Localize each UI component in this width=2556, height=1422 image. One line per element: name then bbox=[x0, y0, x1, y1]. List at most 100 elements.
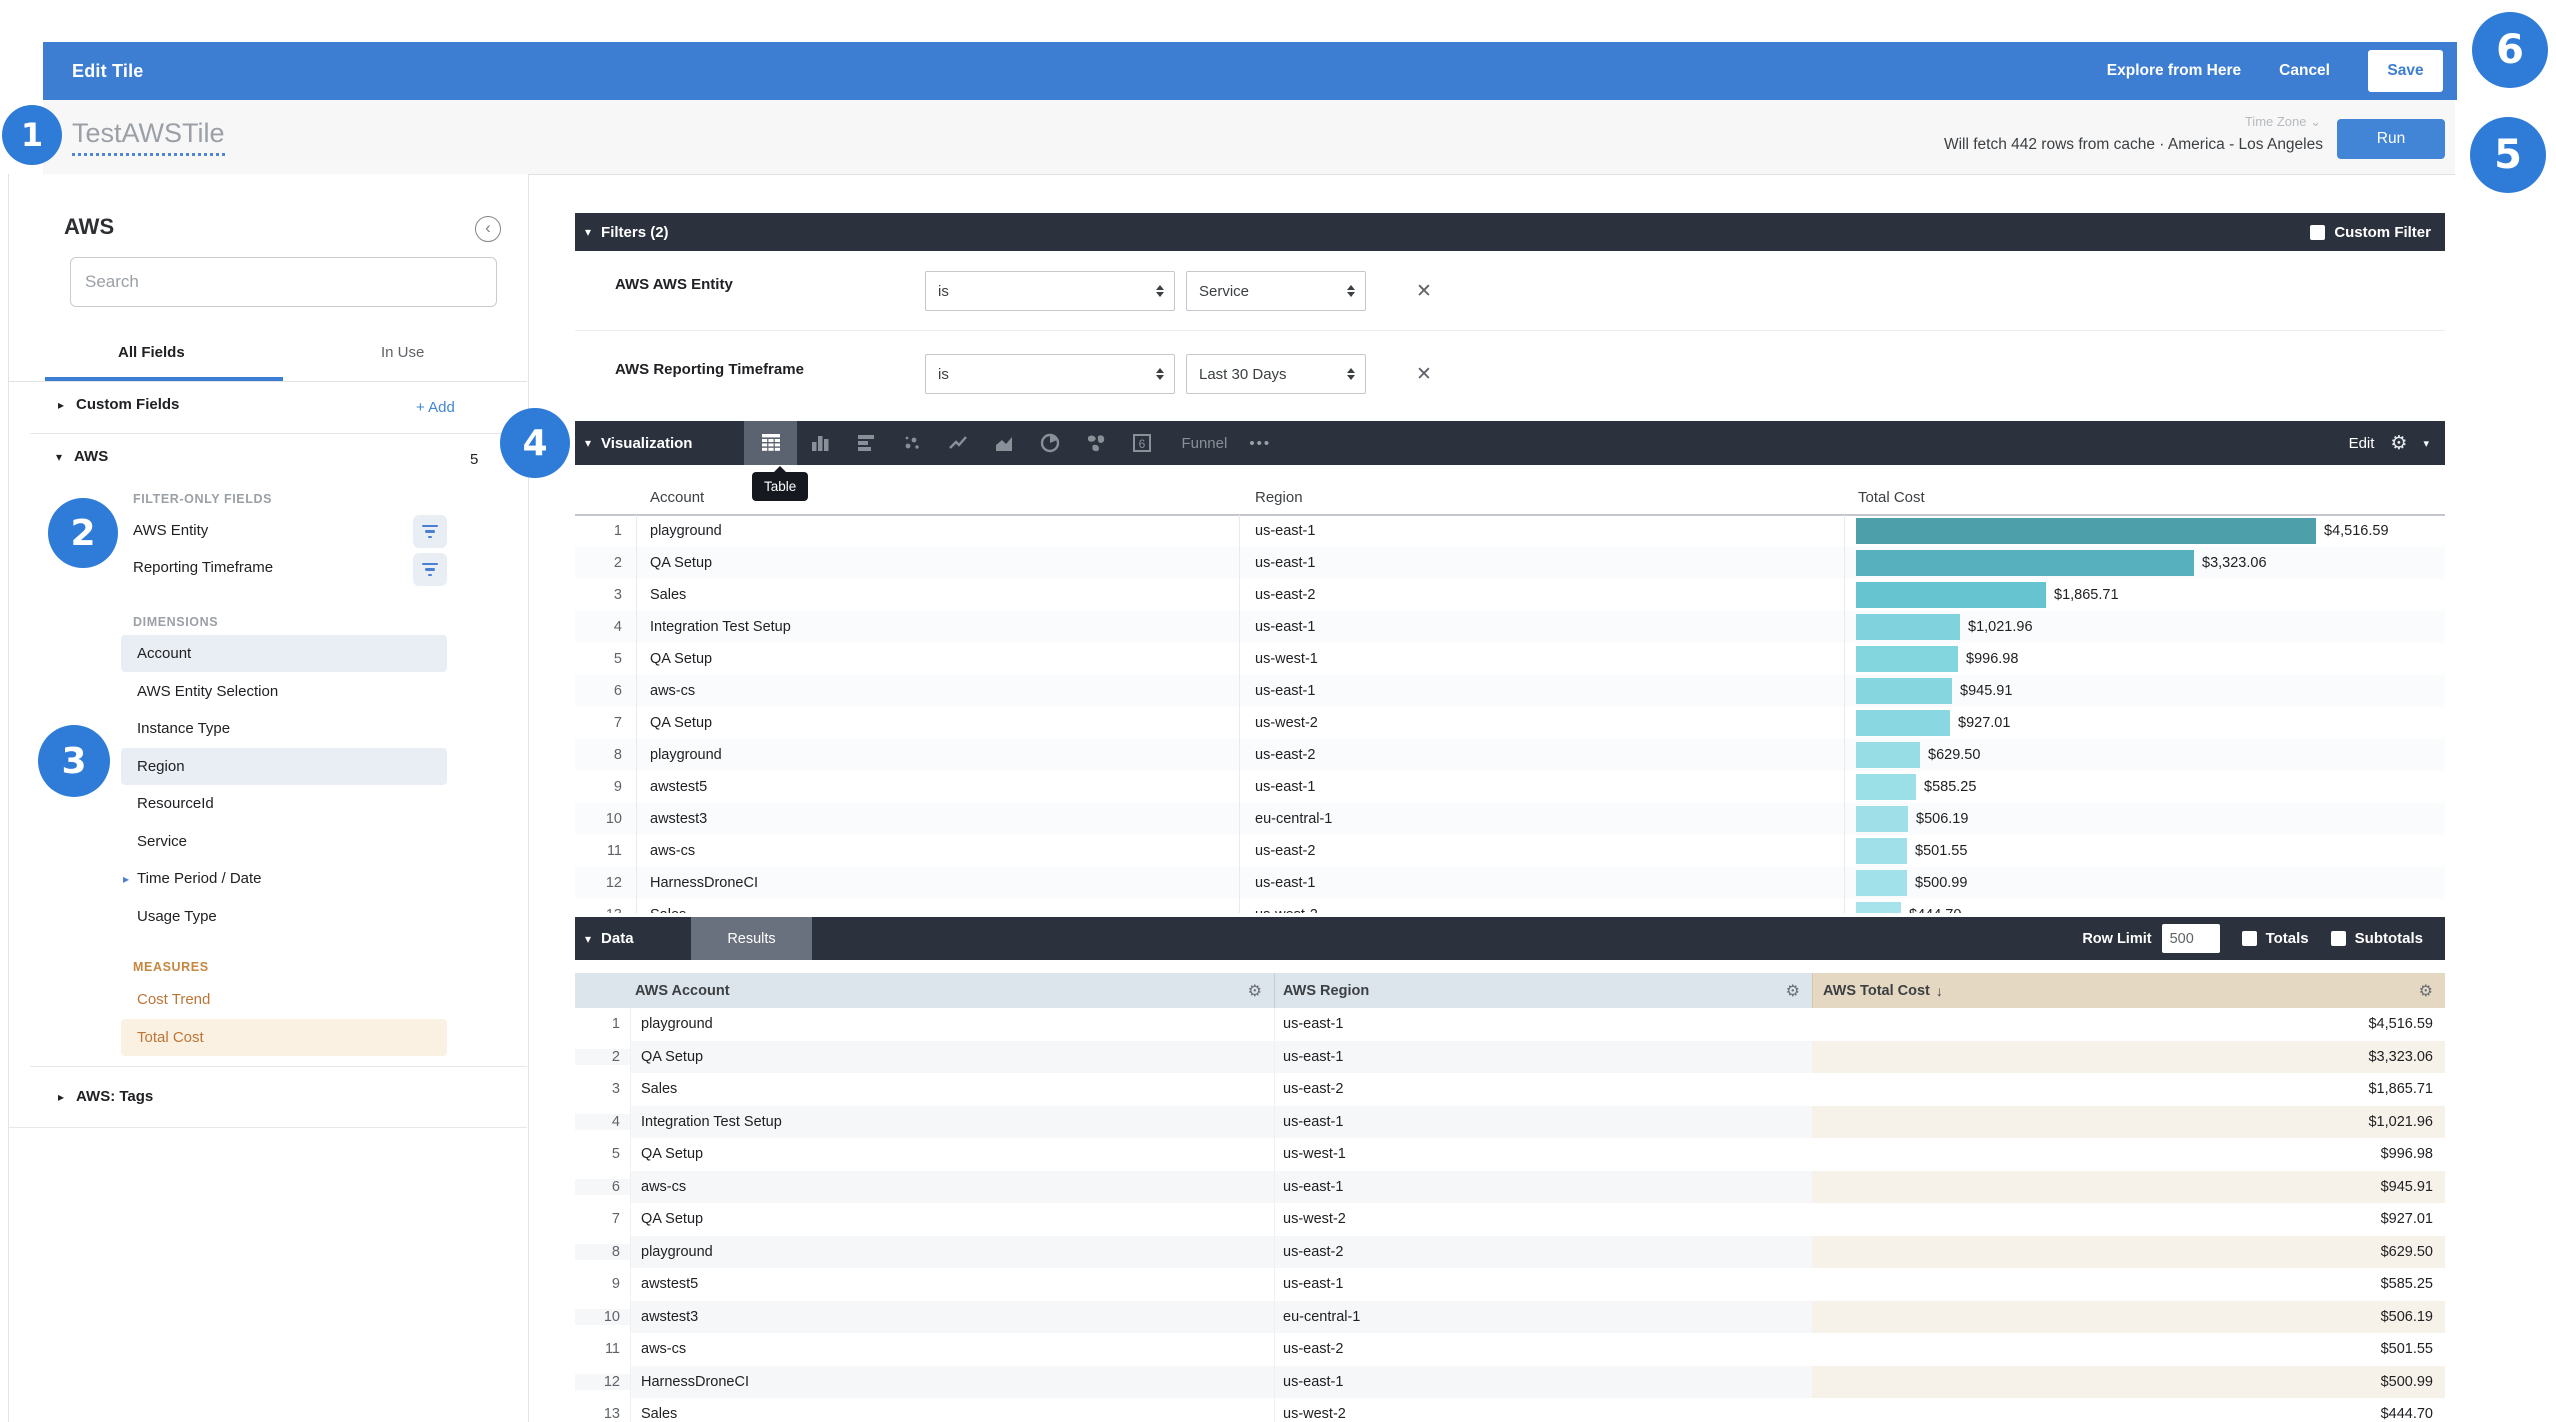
row-limit-input[interactable] bbox=[2161, 924, 2220, 953]
viz-col-account[interactable]: Account bbox=[650, 489, 705, 506]
sidebar-item-dimension[interactable]: ▸ Instance Type bbox=[137, 720, 231, 737]
data-table-row[interactable]: 1 playground us-east-1 $4,516.59 bbox=[575, 1008, 2445, 1041]
aws-group[interactable]: ▾ AWS bbox=[56, 448, 109, 465]
collapse-icon[interactable]: ▾ bbox=[585, 931, 592, 946]
viz-table-row[interactable]: 1 playground us-east-1 $4,516.59 bbox=[575, 515, 2445, 547]
collapse-icon[interactable]: ▾ bbox=[585, 436, 592, 450]
add-custom-field-button[interactable]: + Add bbox=[416, 399, 455, 416]
line-chart-viz-icon[interactable] bbox=[935, 421, 981, 465]
save-button[interactable]: Save bbox=[2368, 50, 2443, 92]
viz-table-row[interactable]: 12 HarnessDroneCI us-east-1 $500.99 bbox=[575, 867, 2445, 899]
sidebar-item-dimension[interactable]: ▸ Usage Type bbox=[137, 907, 217, 925]
single-value-viz-icon[interactable]: 6 bbox=[1119, 421, 1165, 465]
filter-operator-select[interactable]: is bbox=[925, 354, 1175, 394]
viz-table-row[interactable]: 6 aws-cs us-east-1 $945.91 bbox=[575, 675, 2445, 707]
viz-table-row[interactable]: 11 aws-cs us-east-2 $501.55 bbox=[575, 835, 2445, 867]
remove-filter-icon[interactable]: ✕ bbox=[1416, 281, 1432, 302]
column-chart-viz-icon[interactable] bbox=[797, 421, 843, 465]
data-table-row[interactable]: 13 Sales us-west-2 $444.70 bbox=[575, 1398, 2445, 1422]
table-viz-icon[interactable] bbox=[744, 421, 798, 465]
data-table-row[interactable]: 11 aws-cs us-east-2 $501.55 bbox=[575, 1333, 2445, 1366]
viz-table-row[interactable]: 4 Integration Test Setup us-east-1 $1,02… bbox=[575, 611, 2445, 643]
data-table-row[interactable]: 8 playground us-east-2 $629.50 bbox=[575, 1235, 2445, 1268]
data-table-row[interactable]: 5 QA Setup us-west-1 $996.98 bbox=[575, 1138, 2445, 1171]
expander-icon[interactable]: ▸ bbox=[58, 397, 65, 412]
visualization-section-header[interactable]: ▾ Visualization bbox=[575, 421, 2445, 465]
map-viz-icon[interactable] bbox=[1073, 421, 1119, 465]
data-section-header[interactable]: ▾ Data Results Row Limit Totals Subtotal… bbox=[575, 917, 2445, 960]
sidebar-item[interactable]: Reporting Timeframe bbox=[133, 559, 274, 576]
gear-icon[interactable]: ⚙ bbox=[2418, 982, 2433, 1000]
data-col-aws-region[interactable]: AWS Region ⚙ bbox=[1274, 973, 1812, 1008]
filter-toggle-reporting-timeframe[interactable] bbox=[413, 553, 447, 586]
totals-checkbox[interactable] bbox=[2241, 931, 2257, 946]
gear-icon[interactable]: ⚙ bbox=[1247, 982, 1262, 1000]
tab-all-fields[interactable]: All Fields bbox=[118, 344, 185, 361]
tab-results[interactable]: Results bbox=[691, 917, 812, 960]
data-table-row[interactable]: 6 aws-cs us-east-1 $945.91 bbox=[575, 1170, 2445, 1203]
explore-from-here-link[interactable]: Explore from Here bbox=[2106, 62, 2242, 79]
viz-table-row[interactable]: 7 QA Setup us-west-2 $927.01 bbox=[575, 707, 2445, 739]
edit-viz-button[interactable]: Edit bbox=[2348, 434, 2375, 452]
gear-icon[interactable]: ⚙ bbox=[2390, 432, 2408, 454]
filter-value-select[interactable]: Service bbox=[1186, 271, 1366, 311]
tile-name-input[interactable]: TestAWSTile bbox=[72, 118, 225, 156]
expander-icon[interactable]: ▸ bbox=[58, 1089, 65, 1104]
viz-table-row[interactable]: 8 playground us-east-2 $629.50 bbox=[575, 739, 2445, 771]
filter-operator-select[interactable]: is bbox=[925, 271, 1175, 311]
data-table-row[interactable]: 3 Sales us-east-2 $1,865.71 bbox=[575, 1073, 2445, 1106]
sidebar-item[interactable]: AWS Entity bbox=[133, 522, 209, 539]
timezone-dropdown[interactable]: Time Zone ⌄ bbox=[2244, 114, 2321, 129]
data-col-aws-account[interactable]: AWS Account ⚙ bbox=[575, 973, 1274, 1008]
funnel-viz-option[interactable]: Funnel bbox=[1181, 434, 1228, 452]
sort-descending-icon[interactable]: ↓ bbox=[1935, 982, 1943, 999]
viz-table-row[interactable]: 13 Sales us-west-2 $444.70 bbox=[575, 899, 2445, 913]
sidebar-item-dimension[interactable]: ▸ Account bbox=[121, 635, 447, 672]
aws-tags-group[interactable]: ▸ AWS: Tags bbox=[58, 1088, 154, 1105]
viz-col-total-cost[interactable]: Total Cost bbox=[1858, 489, 1925, 506]
cancel-button[interactable]: Cancel bbox=[2279, 62, 2330, 79]
data-table-row[interactable]: 4 Integration Test Setup us-east-1 $1,02… bbox=[575, 1105, 2445, 1138]
expander-icon[interactable]: ▸ bbox=[123, 871, 130, 886]
search-input[interactable] bbox=[70, 257, 497, 307]
viz-table-row[interactable]: 9 awstest5 us-east-1 $585.25 bbox=[575, 771, 2445, 803]
remove-filter-icon[interactable]: ✕ bbox=[1416, 364, 1432, 385]
sidebar-item-measure[interactable]: Total Cost bbox=[121, 1018, 447, 1056]
data-table-row[interactable]: 9 awstest5 us-east-1 $585.25 bbox=[575, 1268, 2445, 1301]
custom-filter-toggle[interactable]: Custom Filter bbox=[2310, 224, 2431, 241]
expander-icon[interactable]: ▾ bbox=[56, 449, 63, 464]
bar-chart-viz-icon[interactable] bbox=[843, 421, 889, 465]
viz-table-row[interactable]: 3 Sales us-east-2 $1,865.71 bbox=[575, 579, 2445, 611]
sidebar-item-measure[interactable]: Cost Trend bbox=[137, 991, 211, 1008]
totals-toggle[interactable]: Totals bbox=[2241, 930, 2309, 947]
scatter-viz-icon[interactable] bbox=[889, 421, 935, 465]
data-table-row[interactable]: 12 HarnessDroneCI us-east-1 $500.99 bbox=[575, 1365, 2445, 1398]
sidebar-item-dimension[interactable]: ▸ AWS Entity Selection bbox=[137, 682, 279, 700]
data-table-row[interactable]: 2 QA Setup us-east-1 $3,323.06 bbox=[575, 1040, 2445, 1073]
chevron-down-icon[interactable]: ▾ bbox=[2423, 437, 2429, 450]
gear-icon[interactable]: ⚙ bbox=[1785, 982, 1800, 1000]
run-button[interactable]: Run bbox=[2337, 119, 2445, 159]
data-table-row[interactable]: 10 awstest3 eu-central-1 $506.19 bbox=[575, 1300, 2445, 1333]
more-viz-types-icon[interactable]: ••• bbox=[1249, 434, 1272, 452]
collapse-sidebar-icon[interactable]: ‹ bbox=[475, 216, 501, 242]
area-chart-viz-icon[interactable] bbox=[981, 421, 1027, 465]
data-table-row[interactable]: 7 QA Setup us-west-2 $927.01 bbox=[575, 1203, 2445, 1236]
subtotals-toggle[interactable]: Subtotals bbox=[2330, 930, 2423, 947]
data-col-aws-total-cost[interactable]: AWS Total Cost ↓ ⚙ bbox=[1812, 973, 2445, 1008]
viz-table-row[interactable]: 5 QA Setup us-west-1 $996.98 bbox=[575, 643, 2445, 675]
custom-fields-group[interactable]: ▸ Custom Fields bbox=[58, 396, 180, 413]
sidebar-item-dimension[interactable]: ▸ Time Period / Date bbox=[123, 870, 262, 887]
tab-in-use[interactable]: In Use bbox=[381, 344, 425, 361]
pie-chart-viz-icon[interactable] bbox=[1027, 421, 1073, 465]
subtotals-checkbox[interactable] bbox=[2330, 931, 2346, 946]
viz-table-row[interactable]: 2 QA Setup us-east-1 $3,323.06 bbox=[575, 547, 2445, 579]
sidebar-item-dimension[interactable]: ▸ Region bbox=[121, 747, 447, 785]
filter-value-select[interactable]: Last 30 Days bbox=[1186, 354, 1366, 394]
custom-filter-checkbox[interactable] bbox=[2310, 224, 2326, 240]
filters-section-header[interactable]: ▾ Filters (2) Custom Filter bbox=[575, 213, 2445, 251]
viz-table-row[interactable]: 10 awstest3 eu-central-1 $506.19 bbox=[575, 803, 2445, 835]
sidebar-item-dimension[interactable]: ▸ ResourceId bbox=[137, 795, 214, 812]
viz-col-region[interactable]: Region bbox=[1255, 489, 1303, 506]
collapse-icon[interactable]: ▾ bbox=[585, 225, 592, 239]
